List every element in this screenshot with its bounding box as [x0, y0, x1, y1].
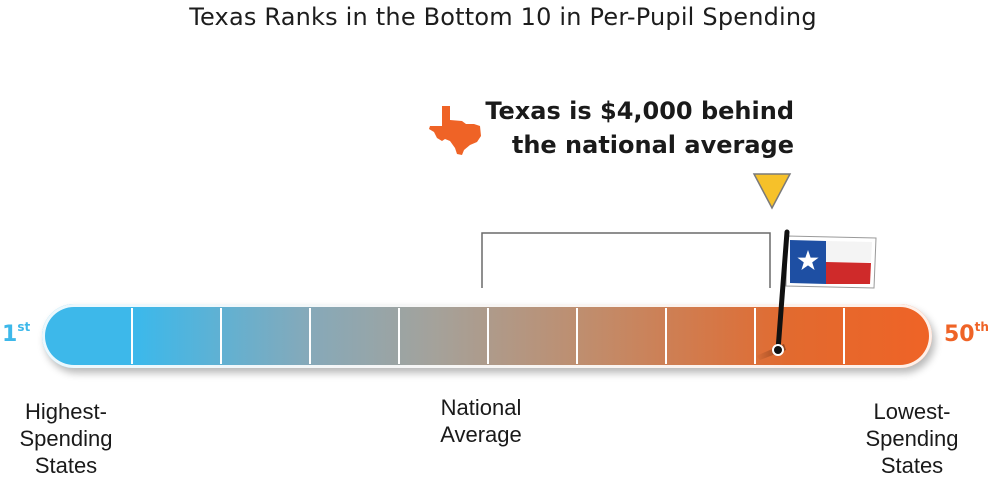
callout-text: Texas is $4,000 behind the national aver…	[470, 94, 794, 162]
triangle-down-icon	[752, 173, 792, 210]
scale-divider	[843, 308, 845, 364]
scale-divider	[487, 308, 489, 364]
page-title: Texas Ranks in the Bottom 10 in Per-Pupi…	[189, 3, 817, 31]
scale-divider	[131, 308, 133, 364]
scale-divider	[220, 308, 222, 364]
scale-divider	[398, 308, 400, 364]
scale-divider	[665, 308, 667, 364]
rank-first-label: 1st	[2, 320, 31, 347]
callout-line-2: the national average	[511, 131, 794, 159]
callout-line-1: Texas is $4,000 behind	[485, 97, 794, 125]
texas-state-icon	[429, 106, 481, 155]
spending-rank-scale	[42, 304, 932, 368]
average-gap-bracket	[481, 232, 771, 288]
national-average-label: National Average	[440, 395, 522, 447]
scale-divider	[576, 308, 578, 364]
highest-spending-label: Highest- Spending States	[19, 399, 113, 478]
lowest-spending-label: Lowest- Spending States	[865, 399, 959, 478]
scale-divider	[754, 308, 756, 364]
texas-flag-icon	[756, 229, 877, 360]
scale-divider	[309, 308, 311, 364]
rank-last-label: 50th	[944, 320, 989, 347]
